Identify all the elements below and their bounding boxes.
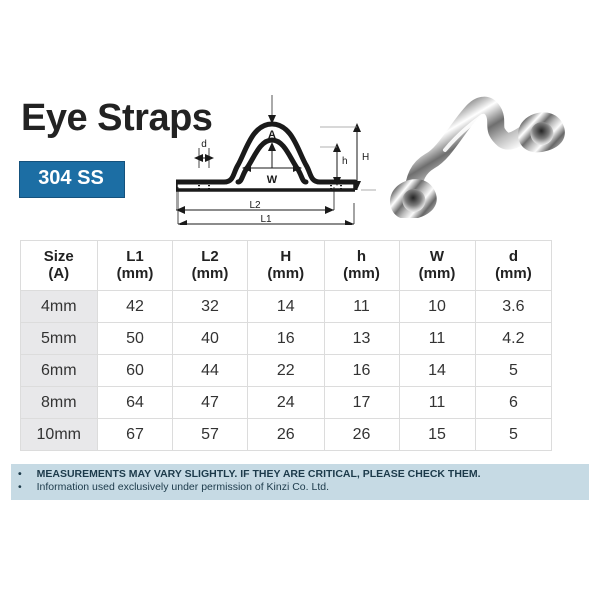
svg-text:d: d xyxy=(201,139,207,150)
svg-text:L2: L2 xyxy=(249,200,261,211)
svg-text:h: h xyxy=(342,156,348,167)
svg-text:L1: L1 xyxy=(260,214,272,225)
svg-text:W: W xyxy=(267,174,278,186)
svg-text:H: H xyxy=(362,152,369,163)
svg-text:A: A xyxy=(268,129,276,141)
